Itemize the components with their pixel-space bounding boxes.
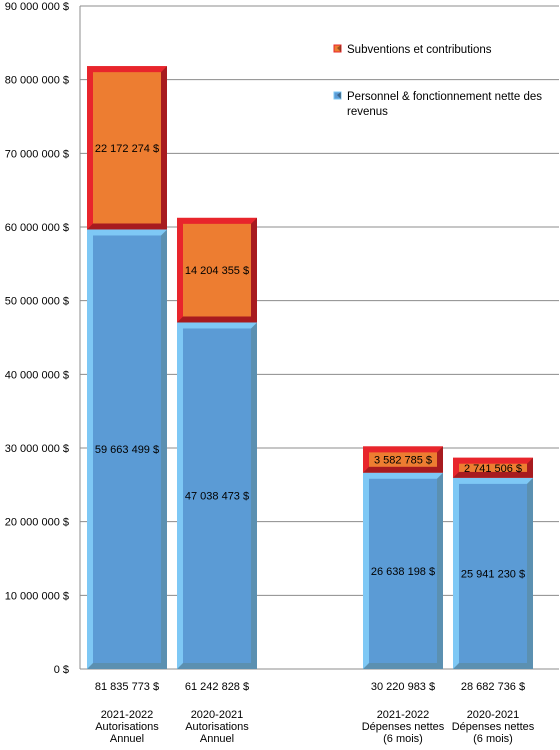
bar-segment-subventions-bevel-shadow bbox=[363, 446, 443, 473]
category-label: 2020-2021 Autorisations Annuel bbox=[185, 709, 249, 745]
data-label-subventions: 14 204 355 $ bbox=[185, 265, 249, 277]
category-label: 2020-2021 Dépenses nettes (6 mois) bbox=[452, 709, 535, 745]
y-tick-label: 90 000 000 $ bbox=[5, 1, 69, 13]
category-label-line: 2020-2021 bbox=[191, 709, 244, 721]
data-label-personnel: 59 663 499 $ bbox=[95, 444, 159, 456]
legend-label-line: Subventions et contributions bbox=[347, 44, 492, 56]
bar-segment-subventions-face bbox=[93, 72, 161, 224]
bar-segment-personnel-face bbox=[369, 478, 437, 663]
data-label-subventions: 22 172 274 $ bbox=[95, 143, 159, 155]
category-label-line: 2021-2022 bbox=[101, 709, 154, 721]
legend-label-line: revenus bbox=[347, 106, 388, 118]
category-label-line: 2020-2021 bbox=[467, 709, 520, 721]
bar-segment-subventions-face bbox=[183, 223, 251, 317]
y-tick-label: 20 000 000 $ bbox=[5, 517, 69, 529]
bar-segment-personnel-face bbox=[183, 328, 251, 663]
total-label: 30 220 983 $ bbox=[371, 681, 435, 693]
y-tick-label: 60 000 000 $ bbox=[5, 222, 69, 234]
y-axis-tick-labels: 0 $ 10 000 000 $ 20 000 000 $ 30 000 000 $ 4… bbox=[5, 1, 69, 676]
category-label: 2021-2022 Autorisations Annuel bbox=[95, 709, 159, 745]
bar-segment-subventions-face bbox=[459, 463, 527, 472]
y-tick-label: 80 000 000 $ bbox=[5, 75, 69, 87]
legend-swatch bbox=[333, 44, 342, 53]
y-tick-label: 10 000 000 $ bbox=[5, 590, 69, 602]
legend-label: Personnel & fonctionnement nette des reve… bbox=[347, 91, 542, 118]
y-tick-label: 70 000 000 $ bbox=[5, 148, 69, 160]
bar-segment-subventions bbox=[177, 217, 257, 323]
legend: Subventions et contributions Personnel & … bbox=[333, 44, 542, 118]
category-label-line: (6 mois) bbox=[473, 733, 513, 745]
total-label: 28 682 736 $ bbox=[461, 681, 525, 693]
category-label: 2021-2022 Dépenses nettes (6 mois) bbox=[362, 709, 445, 745]
category-label-line: Autorisations bbox=[95, 721, 159, 733]
bar-segment-subventions-face bbox=[369, 452, 437, 467]
category-label-line: Dépenses nettes bbox=[362, 721, 445, 733]
bar-segment-subventions bbox=[363, 446, 443, 473]
data-label-personnel: 26 638 198 $ bbox=[371, 566, 435, 578]
legend-label-line: Personnel & fonctionnement nette des bbox=[347, 91, 542, 103]
legend-label: Subventions et contributions bbox=[347, 44, 492, 56]
bar-segment-personnel bbox=[453, 477, 533, 669]
bars: 59 663 499 $ 22 172 274 $ 81 835 773 $ 2021… bbox=[87, 66, 535, 745]
y-tick-label: 40 000 000 $ bbox=[5, 369, 69, 381]
data-label-subventions: 3 582 785 $ bbox=[374, 455, 432, 467]
bar-segment-subventions-bevel-light bbox=[363, 446, 443, 473]
y-tick-label: 0 $ bbox=[54, 664, 69, 676]
y-tick-label: 30 000 000 $ bbox=[5, 443, 69, 455]
bar-segment-personnel bbox=[87, 229, 167, 670]
data-label-personnel: 47 038 473 $ bbox=[185, 491, 249, 503]
total-label: 61 242 828 $ bbox=[185, 681, 249, 693]
bar-segment-personnel-face bbox=[459, 483, 527, 663]
data-label-subventions: 2 741 506 $ bbox=[464, 463, 522, 475]
category-label-line: Annuel bbox=[200, 733, 234, 745]
bar-segment-personnel bbox=[363, 472, 443, 669]
bar-segment-subventions bbox=[87, 66, 167, 230]
bar-segment-subventions-bevel-shadow bbox=[453, 457, 533, 478]
legend-swatch-face bbox=[333, 91, 342, 100]
category-label-line: Dépenses nettes bbox=[452, 721, 535, 733]
y-tick-label: 50 000 000 $ bbox=[5, 296, 69, 308]
data-label-personnel: 25 941 230 $ bbox=[461, 568, 525, 580]
bar-segment-personnel bbox=[177, 322, 257, 669]
legend-swatch-bevel bbox=[337, 45, 341, 52]
bar-segment-subventions bbox=[453, 457, 533, 478]
legend-swatch bbox=[333, 91, 342, 100]
legend-swatch-face bbox=[333, 44, 342, 53]
bar-segment-personnel-face bbox=[93, 235, 161, 664]
category-label-line: Annuel bbox=[110, 733, 144, 745]
total-label: 81 835 773 $ bbox=[95, 681, 159, 693]
category-label-line: Autorisations bbox=[185, 721, 249, 733]
category-label-line: 2021-2022 bbox=[377, 709, 430, 721]
category-label-line: (6 mois) bbox=[383, 733, 423, 745]
legend-swatch-bevel bbox=[337, 92, 341, 99]
bar-segment-subventions-bevel-light bbox=[453, 457, 533, 478]
